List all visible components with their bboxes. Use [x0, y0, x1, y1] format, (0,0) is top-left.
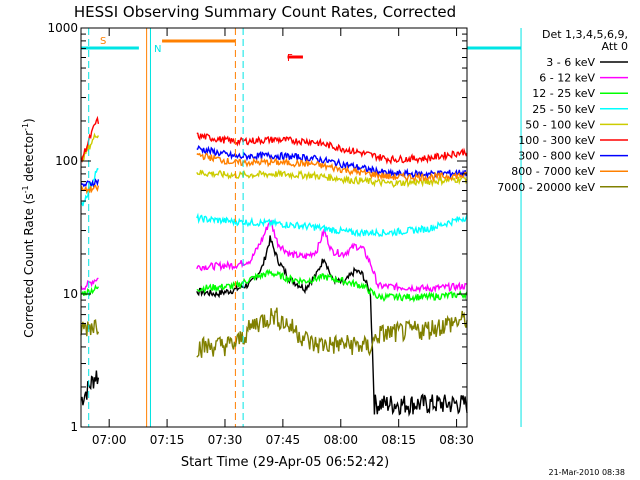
legend-label-300-800-kev: 300 - 800 keV — [518, 150, 595, 163]
legend-label-25-50-kev: 25 - 50 keV — [532, 103, 595, 116]
legend-header-line-1: Det 1,3,4,5,6,9, — [542, 28, 628, 41]
series-line-3-6-kev-2 — [196, 235, 468, 417]
y-tick-label: 1 — [70, 420, 78, 434]
x-tick-label: 07:00 — [92, 433, 127, 447]
series-line-100-300-kev-1 — [80, 115, 100, 164]
flare-flag-label: F — [287, 53, 293, 64]
legend: Det 1,3,4,5,6,9, Att 0 3 - 6 keV 6 - 12 k… — [497, 28, 628, 194]
x-tick-label: 07:15 — [150, 433, 185, 447]
legend-label-6-12-kev: 6 - 12 keV — [539, 72, 595, 85]
series-line-6-12-kev-1 — [80, 277, 99, 291]
series-line-25-50-kev-2 — [196, 212, 468, 238]
series-line-50-100-kev-2 — [196, 168, 468, 189]
y-tick-label: 10 — [63, 287, 78, 301]
y-axis: 1 10 100 1000 — [47, 21, 467, 434]
series-line-50-100-kev-1 — [80, 132, 100, 162]
x-axis: 07:00 07:15 07:30 07:45 08:00 08:15 08:30 — [92, 28, 474, 447]
night-flag-label: N — [154, 44, 161, 55]
series-line-7000-20000-kev-2 — [196, 307, 468, 358]
series-line-100-300-kev-2 — [196, 132, 468, 165]
legend-header-line-2: Att 0 — [602, 40, 628, 53]
series-line-800-7000-kev-2 — [196, 152, 468, 183]
x-tick-label: 08:30 — [439, 433, 474, 447]
legend-label-3-6-kev: 3 - 6 keV — [546, 56, 595, 69]
legend-label-100-300-kev: 100 - 300 keV — [518, 134, 595, 147]
legend-label-800-7000-kev: 800 - 7000 keV — [511, 165, 595, 178]
y-tick-label: 100 — [55, 154, 78, 168]
plot-area: S N F — [80, 28, 522, 427]
x-tick-label: 07:30 — [208, 433, 243, 447]
legend-label-7000-20000-kev: 7000 - 20000 keV — [497, 181, 595, 194]
x-tick-label: 08:00 — [323, 433, 358, 447]
y-tick-label: 1000 — [47, 21, 78, 35]
series-line-12-25-kev-2 — [196, 268, 468, 303]
series-line-6-12-kev-2 — [196, 219, 467, 294]
plot-frame — [80, 27, 468, 428]
x-tick-label: 08:15 — [381, 433, 416, 447]
timestamp: 21-Mar-2010 08:38 — [549, 468, 626, 477]
series-line-300-800-kev-1 — [80, 178, 100, 188]
legend-label-12-25-kev: 12 - 25 keV — [532, 87, 595, 100]
saa-flag-label: S — [100, 36, 106, 47]
legend-label-50-100-kev: 50 - 100 keV — [525, 118, 595, 131]
series-line-7000-20000-kev-1 — [80, 319, 100, 337]
x-tick-label: 07:45 — [266, 433, 301, 447]
chart-title: HESSI Observing Summary Count Rates, Cor… — [74, 3, 456, 21]
x-axis-label: Start Time (29-Apr-05 06:52:42) — [181, 455, 389, 470]
y-axis-label: Corrected Count Rate (s-1 detector-1) — [21, 118, 36, 337]
series-line-300-800-kev-2 — [196, 144, 468, 179]
series-line-3-6-kev-1 — [80, 370, 100, 406]
